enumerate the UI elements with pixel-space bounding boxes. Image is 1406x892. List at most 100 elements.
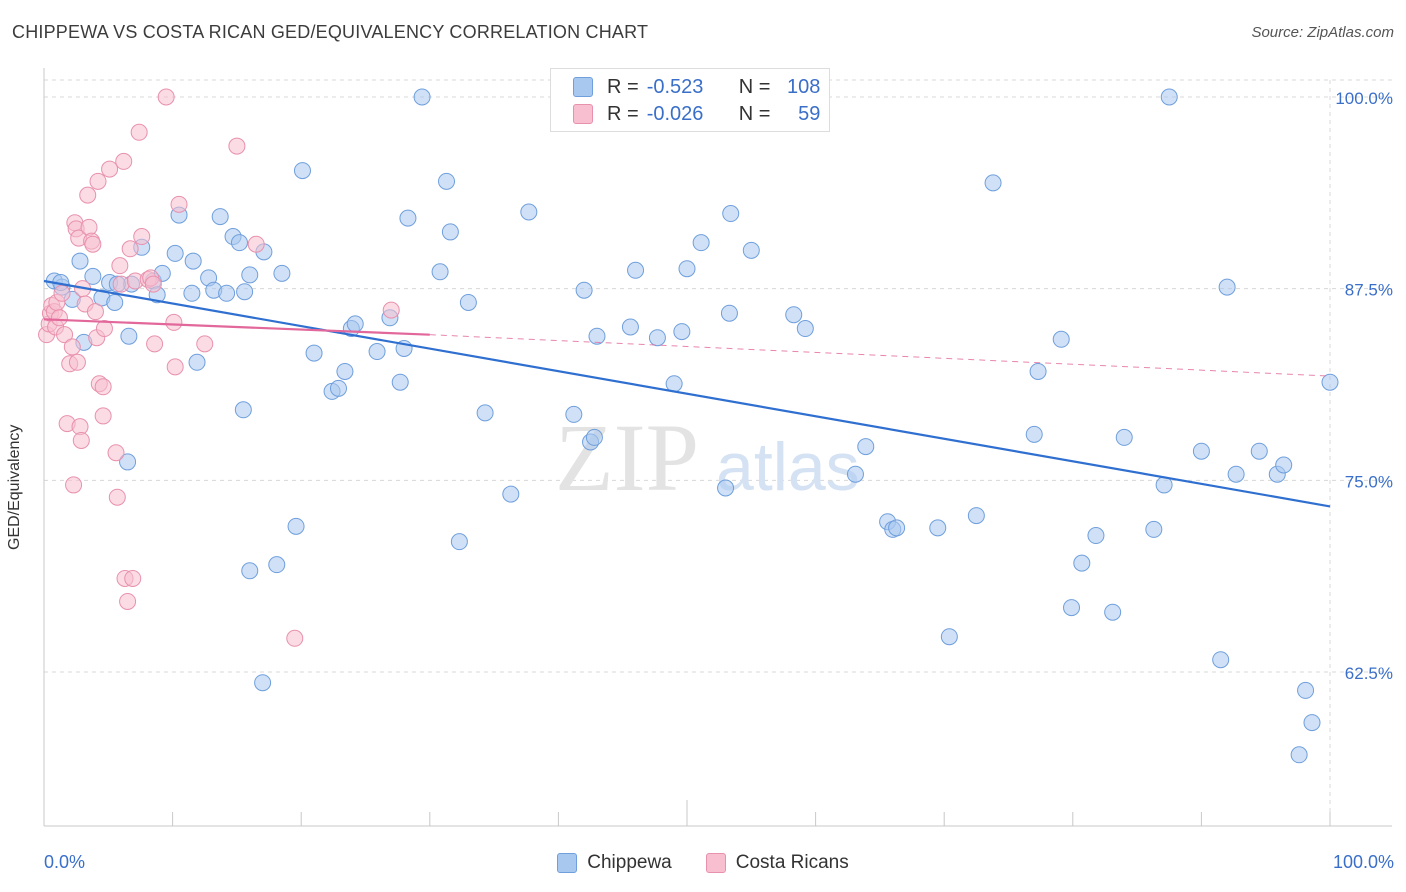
chippewa-point xyxy=(106,293,124,311)
chippewa-point xyxy=(184,252,202,270)
chippewa-point xyxy=(293,162,311,180)
chippewa-point xyxy=(431,263,449,281)
series-legend-chippewa: Chippewa xyxy=(557,852,672,874)
source-label: Source: ZipAtlas.com xyxy=(1251,24,1394,41)
costa-ricans-point xyxy=(63,338,81,356)
x-axis-max-label: 100.0% xyxy=(1332,852,1394,872)
costa-ricans-point xyxy=(382,301,400,319)
chippewa-point xyxy=(188,353,206,371)
costa-ricans-point xyxy=(115,152,133,170)
chippewa-point xyxy=(967,507,985,525)
series-swatch-chippewa xyxy=(557,853,578,873)
chippewa-point xyxy=(929,519,947,537)
chippewa-point xyxy=(742,241,760,259)
legend-r-label: R = xyxy=(607,75,639,98)
chippewa-point xyxy=(692,234,710,252)
chippewa-point xyxy=(575,281,593,299)
chippewa-point xyxy=(1250,442,1268,460)
costa-ricans-point xyxy=(130,123,148,141)
chippewa-point xyxy=(717,479,735,497)
chippewa-trend-line xyxy=(43,279,1331,508)
chippewa-point xyxy=(399,209,417,227)
chippewa-point xyxy=(1052,330,1070,348)
y-tick-label: 87.5% xyxy=(1345,281,1393,300)
chippewa-point xyxy=(236,283,254,301)
chippewa-point xyxy=(329,379,347,397)
costa-ricans-point xyxy=(94,407,112,425)
costa-ricans-point xyxy=(170,195,188,213)
costa-ricans-point xyxy=(165,313,183,331)
chippewa-point xyxy=(720,304,738,322)
costa-ricans-point xyxy=(108,488,126,506)
chippewa-point xyxy=(846,465,864,483)
chippewa-point xyxy=(119,453,137,471)
costa-ricans-trend-extension xyxy=(429,334,1331,377)
series-name-chippewa: Chippewa xyxy=(587,852,672,873)
legend-row-costa-ricans: R = -0.026 N = 59 xyxy=(573,102,820,126)
correlation-legend: R = -0.523 N = 108 R = -0.026 N = 59 xyxy=(550,68,830,132)
chippewa-point xyxy=(1145,520,1163,538)
chippewa-point xyxy=(305,344,323,362)
costa-ricans-point xyxy=(228,137,246,155)
chippewa-point xyxy=(888,519,906,537)
chippewa-point xyxy=(183,284,201,302)
chippewa-point xyxy=(1025,425,1043,443)
costa-ricans-point xyxy=(133,228,151,246)
chippewa-point xyxy=(857,438,875,456)
chippewa-point xyxy=(268,556,286,574)
chippewa-point xyxy=(722,205,740,223)
costa-ricans-trend-line xyxy=(43,318,430,336)
chippewa-point xyxy=(1275,456,1293,474)
chippewa-point xyxy=(1087,527,1105,545)
chippewa-point xyxy=(1290,746,1308,764)
legend-n-value: 59 xyxy=(798,102,821,125)
chippewa-point xyxy=(211,208,229,226)
costa-ricans-point xyxy=(124,569,142,587)
chippewa-point xyxy=(166,244,184,262)
chippewa-point xyxy=(1104,603,1122,621)
watermark: ZIP atlas xyxy=(555,404,860,511)
costa-ricans-point xyxy=(94,378,112,396)
chippewa-point xyxy=(627,261,645,279)
legend-r-value: -0.523 xyxy=(646,75,704,98)
legend-row-chippewa: R = -0.523 N = 108 xyxy=(573,75,820,99)
chippewa-point xyxy=(346,315,364,333)
costa-ricans-point xyxy=(112,275,130,293)
costa-ricans-point xyxy=(101,160,119,178)
chippewa-point xyxy=(273,264,291,282)
legend-swatch-costa-ricans xyxy=(573,104,593,124)
chippewa-point xyxy=(520,203,538,221)
chippewa-point xyxy=(1073,554,1091,572)
costa-ricans-point xyxy=(68,353,86,371)
watermark-zip: ZIP xyxy=(555,404,699,511)
chippewa-point xyxy=(234,401,252,419)
chippewa-point xyxy=(588,327,606,345)
chippewa-point xyxy=(1063,599,1081,617)
chippewa-point xyxy=(1321,373,1339,391)
chippewa-point xyxy=(940,628,958,646)
costa-ricans-point xyxy=(107,444,125,462)
chippewa-point xyxy=(438,172,456,190)
chippewa-point xyxy=(71,252,89,270)
chippewa-point xyxy=(120,327,138,345)
costa-ricans-point xyxy=(86,303,104,321)
series-swatch-costa-ricans xyxy=(705,853,726,873)
chippewa-point xyxy=(241,562,259,580)
chippewa-point xyxy=(1297,681,1315,699)
costa-ricans-point xyxy=(72,431,90,449)
y-tick-label: 75.0% xyxy=(1345,472,1393,491)
costa-ricans-point xyxy=(95,320,113,338)
series-legend-costa-ricans: Costa Ricans xyxy=(705,852,849,874)
y-tick-labels: 100.0% 87.5% 75.0% 62.5% xyxy=(1335,89,1393,683)
chippewa-point xyxy=(336,362,354,380)
costa-ricans-point xyxy=(157,88,175,106)
trend-lines xyxy=(43,279,1331,508)
chippewa-point xyxy=(1029,362,1047,380)
costa-ricans-point xyxy=(166,358,184,376)
chippewa-point xyxy=(1227,465,1245,483)
chippewa-point xyxy=(1212,651,1230,669)
costa-ricans-point xyxy=(53,284,71,302)
chippewa-point xyxy=(502,485,520,503)
costa-ricans-point xyxy=(84,235,102,253)
chippewa-point xyxy=(673,323,691,341)
